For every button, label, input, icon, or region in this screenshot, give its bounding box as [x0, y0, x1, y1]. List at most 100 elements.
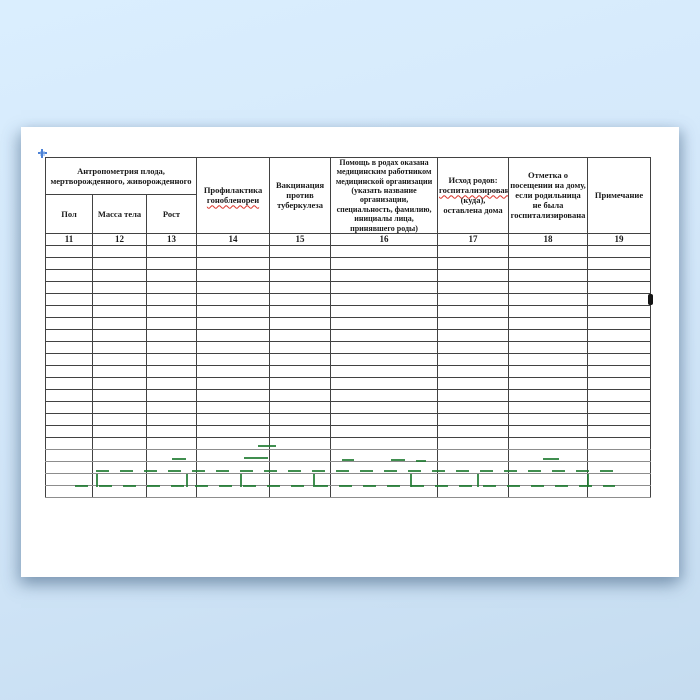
empty-cell[interactable] [508, 268, 589, 282]
empty-cell[interactable] [196, 352, 271, 366]
empty-cell[interactable] [587, 388, 652, 402]
col-header-sex[interactable]: Пол [45, 193, 93, 234]
empty-cell[interactable] [269, 424, 332, 438]
empty-cell[interactable] [508, 484, 589, 498]
empty-cell[interactable] [196, 268, 271, 282]
empty-cell[interactable] [45, 268, 93, 282]
empty-cell[interactable] [269, 376, 332, 390]
empty-cell[interactable] [437, 304, 510, 318]
empty-cell[interactable] [437, 280, 510, 294]
empty-cell[interactable] [45, 352, 93, 366]
empty-cell[interactable] [269, 412, 332, 426]
col-header-birth-care[interactable]: Помощь в родах оказана медицинским работ… [330, 157, 439, 234]
col-header-outcome[interactable]: Исход родов: госпитализирована (куда), о… [437, 157, 510, 234]
col-header-note[interactable]: Примечание [587, 157, 652, 234]
empty-cell[interactable] [92, 244, 147, 258]
empty-cell[interactable] [45, 292, 93, 306]
empty-cell[interactable] [45, 280, 93, 294]
empty-cell[interactable] [437, 364, 510, 378]
empty-cell[interactable] [92, 376, 147, 390]
empty-cell[interactable] [92, 364, 147, 378]
empty-cell[interactable] [45, 400, 93, 414]
empty-cell[interactable] [145, 268, 198, 282]
empty-cell[interactable] [92, 304, 147, 318]
empty-cell[interactable] [330, 436, 439, 450]
empty-cell[interactable] [92, 268, 147, 282]
empty-cell[interactable] [437, 436, 510, 450]
empty-cell[interactable] [437, 412, 510, 426]
empty-cell[interactable] [92, 484, 147, 498]
empty-cell[interactable] [508, 244, 589, 258]
empty-cell[interactable] [196, 328, 271, 342]
empty-cell[interactable] [330, 256, 439, 270]
empty-cell[interactable] [196, 304, 271, 318]
empty-cell[interactable] [437, 376, 510, 390]
col-header-prophylaxis[interactable]: Профилактика гонобленореи [196, 157, 271, 234]
empty-cell[interactable] [196, 280, 271, 294]
empty-cell[interactable] [508, 304, 589, 318]
empty-cell[interactable] [508, 376, 589, 390]
empty-cell[interactable] [145, 244, 198, 258]
empty-cell[interactable] [508, 280, 589, 294]
empty-cell[interactable] [92, 436, 147, 450]
empty-cell[interactable] [45, 436, 93, 450]
empty-cell[interactable] [92, 448, 147, 462]
empty-cell[interactable] [269, 472, 332, 486]
empty-cell[interactable] [587, 484, 652, 498]
empty-cell[interactable] [145, 280, 198, 294]
empty-cell[interactable] [92, 292, 147, 306]
empty-cell[interactable] [437, 244, 510, 258]
empty-cell[interactable] [145, 388, 198, 402]
empty-cell[interactable] [508, 400, 589, 414]
empty-cell[interactable] [269, 388, 332, 402]
empty-cell[interactable] [587, 280, 652, 294]
empty-cell[interactable] [269, 328, 332, 342]
empty-cell[interactable] [508, 472, 589, 486]
empty-cell[interactable] [437, 328, 510, 342]
empty-cell[interactable] [587, 304, 652, 318]
empty-cell[interactable] [196, 340, 271, 354]
empty-cell[interactable] [45, 364, 93, 378]
empty-cell[interactable] [437, 400, 510, 414]
empty-cell[interactable] [587, 460, 652, 474]
empty-cell[interactable] [437, 340, 510, 354]
empty-cell[interactable] [92, 328, 147, 342]
empty-cell[interactable] [196, 412, 271, 426]
empty-cell[interactable] [269, 316, 332, 330]
empty-cell[interactable] [587, 256, 652, 270]
empty-cell[interactable] [508, 388, 589, 402]
empty-cell[interactable] [196, 460, 271, 474]
empty-cell[interactable] [196, 472, 271, 486]
empty-cell[interactable] [269, 352, 332, 366]
empty-cell[interactable] [196, 436, 271, 450]
empty-cell[interactable] [587, 376, 652, 390]
empty-cell[interactable] [92, 316, 147, 330]
empty-cell[interactable] [508, 328, 589, 342]
empty-cell[interactable] [508, 448, 589, 462]
empty-cell[interactable] [196, 400, 271, 414]
empty-cell[interactable] [145, 292, 198, 306]
empty-cell[interactable] [45, 448, 93, 462]
empty-cell[interactable] [587, 424, 652, 438]
empty-cell[interactable] [330, 304, 439, 318]
col-header-mass[interactable]: Масса тела [92, 193, 147, 234]
empty-cell[interactable] [145, 412, 198, 426]
empty-cell[interactable] [269, 292, 332, 306]
empty-cell[interactable] [330, 460, 439, 474]
empty-cell[interactable] [508, 316, 589, 330]
empty-cell[interactable] [269, 448, 332, 462]
empty-cell[interactable] [330, 268, 439, 282]
empty-cell[interactable] [92, 424, 147, 438]
empty-cell[interactable] [437, 352, 510, 366]
empty-cell[interactable] [508, 292, 589, 306]
table-edge-grab-handle[interactable] [648, 294, 653, 305]
empty-cell[interactable] [508, 460, 589, 474]
col-header-growth[interactable]: Рост [145, 193, 198, 234]
empty-cell[interactable] [45, 388, 93, 402]
empty-cell[interactable] [196, 256, 271, 270]
empty-cell[interactable] [330, 400, 439, 414]
empty-cell[interactable] [437, 256, 510, 270]
empty-cell[interactable] [196, 484, 271, 498]
empty-cell[interactable] [587, 340, 652, 354]
empty-cell[interactable] [269, 340, 332, 354]
